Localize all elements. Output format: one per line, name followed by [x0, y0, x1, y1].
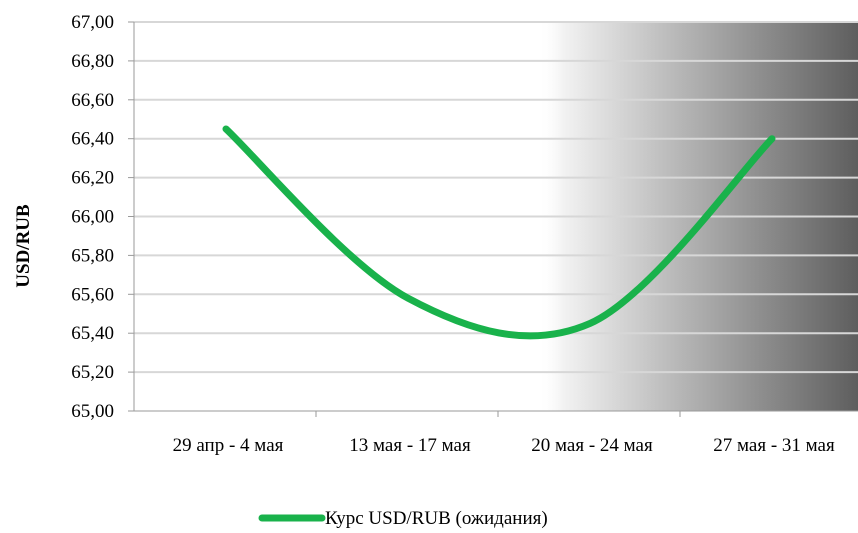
- y-tick-label: 66,40: [71, 129, 114, 150]
- y-tick-label: 66,20: [71, 168, 114, 189]
- legend-label: Курс USD/RUB (ожидания): [325, 508, 548, 529]
- y-tick-label: 67,00: [71, 12, 114, 33]
- x-tick-label: 27 мая - 31 мая: [713, 435, 835, 456]
- x-tick-label: 13 мая - 17 мая: [349, 435, 471, 456]
- y-tick-label: 65,80: [71, 245, 114, 266]
- y-tick-label: 65,40: [71, 323, 114, 344]
- y-tick-label: 66,80: [71, 51, 114, 72]
- series-lines: [222, 125, 776, 340]
- y-axis-label: USD/RUB: [13, 204, 34, 288]
- y-tick-label: 65,20: [71, 362, 114, 383]
- y-tick-label: 65,60: [71, 284, 114, 305]
- y-tick-label: 66,00: [71, 207, 114, 228]
- x-tick-label: 20 мая - 24 мая: [531, 435, 653, 456]
- y-tick-label: 65,00: [71, 401, 114, 422]
- y-tick-labels: 65,00 65,20 65,40 65,60 65,80 66,00 66,20 66,40…: [71, 12, 134, 422]
- series-line: [222, 125, 776, 340]
- x-tick-label: 29 апр - 4 мая: [173, 435, 284, 456]
- gridlines: [134, 21, 858, 374]
- x-tick-labels: 29 апр - 4 мая 13 мая - 17 мая 20 мая - 24…: [173, 411, 835, 456]
- y-tick-label: 66,60: [71, 90, 114, 111]
